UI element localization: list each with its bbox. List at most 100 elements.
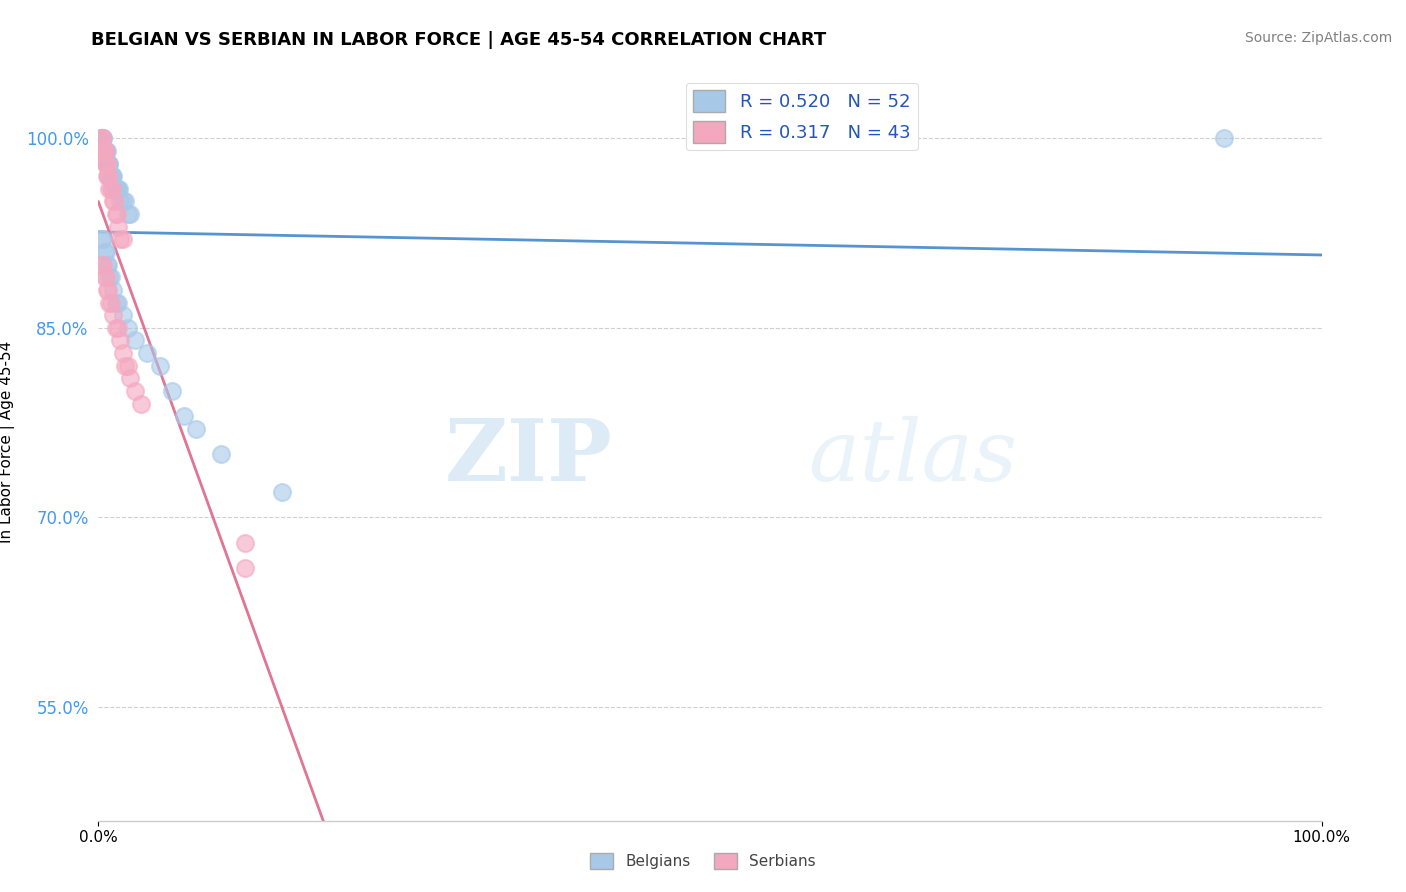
Point xyxy=(129,396,152,410)
Point xyxy=(117,359,139,373)
Point xyxy=(98,156,121,170)
Point xyxy=(91,131,114,145)
Point xyxy=(97,169,120,184)
Point xyxy=(110,334,132,348)
Point xyxy=(91,258,114,272)
Legend: R = 0.520   N = 52, R = 0.317   N = 43: R = 0.520 N = 52, R = 0.317 N = 43 xyxy=(686,83,918,151)
Point xyxy=(96,144,118,158)
Point xyxy=(94,156,117,170)
Point xyxy=(101,182,124,196)
Point xyxy=(136,346,159,360)
Point xyxy=(96,169,118,184)
Point xyxy=(107,182,129,196)
Point xyxy=(101,169,124,184)
Point xyxy=(233,535,256,549)
Point xyxy=(105,207,128,221)
Point xyxy=(100,270,122,285)
Point xyxy=(104,182,127,196)
Point xyxy=(100,169,122,184)
Point xyxy=(93,270,115,285)
Point xyxy=(160,384,183,398)
Point xyxy=(94,244,117,259)
Point xyxy=(101,169,124,184)
Point xyxy=(124,334,146,348)
Point xyxy=(97,156,120,170)
Point xyxy=(96,258,118,272)
Point xyxy=(93,144,115,158)
Point xyxy=(101,308,124,322)
Text: BELGIAN VS SERBIAN IN LABOR FORCE | AGE 45-54 CORRELATION CHART: BELGIAN VS SERBIAN IN LABOR FORCE | AGE … xyxy=(91,31,827,49)
Point xyxy=(98,295,121,310)
Legend: Belgians, Serbians: Belgians, Serbians xyxy=(585,847,821,875)
Point xyxy=(114,359,136,373)
Point xyxy=(91,232,114,246)
Point xyxy=(103,194,125,209)
Point xyxy=(111,308,134,322)
Point xyxy=(149,359,172,373)
Point xyxy=(100,295,122,310)
Point xyxy=(101,169,124,184)
Point xyxy=(186,422,208,436)
Point xyxy=(107,320,129,334)
Point xyxy=(91,131,114,145)
Point xyxy=(93,144,115,158)
Point xyxy=(104,207,127,221)
Point xyxy=(101,194,124,209)
Point xyxy=(93,144,115,158)
Point xyxy=(111,194,134,209)
Point xyxy=(97,169,120,184)
Point xyxy=(270,485,294,500)
Point xyxy=(98,156,121,170)
Point xyxy=(94,144,117,158)
Point xyxy=(1212,131,1234,145)
Point xyxy=(94,156,117,170)
Text: atlas: atlas xyxy=(808,416,1017,498)
Point xyxy=(97,258,120,272)
Point xyxy=(100,182,122,196)
Point xyxy=(91,144,114,158)
Point xyxy=(101,283,124,297)
Point xyxy=(110,232,132,246)
Point xyxy=(93,144,115,158)
Point xyxy=(96,156,118,170)
Point xyxy=(91,144,114,158)
Point xyxy=(108,182,131,196)
Point xyxy=(100,169,122,184)
Point xyxy=(233,561,256,575)
Point xyxy=(104,320,127,334)
Point xyxy=(111,346,134,360)
Point xyxy=(103,182,125,196)
Point xyxy=(117,207,139,221)
Y-axis label: In Labor Force | Age 45-54: In Labor Force | Age 45-54 xyxy=(0,341,14,542)
Point xyxy=(117,320,139,334)
Point xyxy=(111,232,134,246)
Point xyxy=(90,131,112,145)
Point xyxy=(96,156,118,170)
Point xyxy=(90,131,112,145)
Text: ZIP: ZIP xyxy=(444,415,612,499)
Point xyxy=(91,131,114,145)
Point xyxy=(97,283,120,297)
Point xyxy=(97,156,120,170)
Point xyxy=(107,219,129,234)
Point xyxy=(98,182,121,196)
Point xyxy=(107,295,129,310)
Point xyxy=(96,283,118,297)
Point xyxy=(105,182,128,196)
Point xyxy=(173,409,195,424)
Point xyxy=(91,131,114,145)
Point xyxy=(91,258,114,272)
Point xyxy=(91,232,114,246)
Point xyxy=(94,270,117,285)
Point xyxy=(124,384,146,398)
Point xyxy=(91,131,114,145)
Point xyxy=(98,270,121,285)
Point xyxy=(91,131,114,145)
Point xyxy=(114,194,136,209)
Point xyxy=(209,447,232,461)
Point xyxy=(120,207,142,221)
Point xyxy=(110,194,132,209)
Point xyxy=(104,295,127,310)
Point xyxy=(93,244,115,259)
Point xyxy=(94,144,117,158)
